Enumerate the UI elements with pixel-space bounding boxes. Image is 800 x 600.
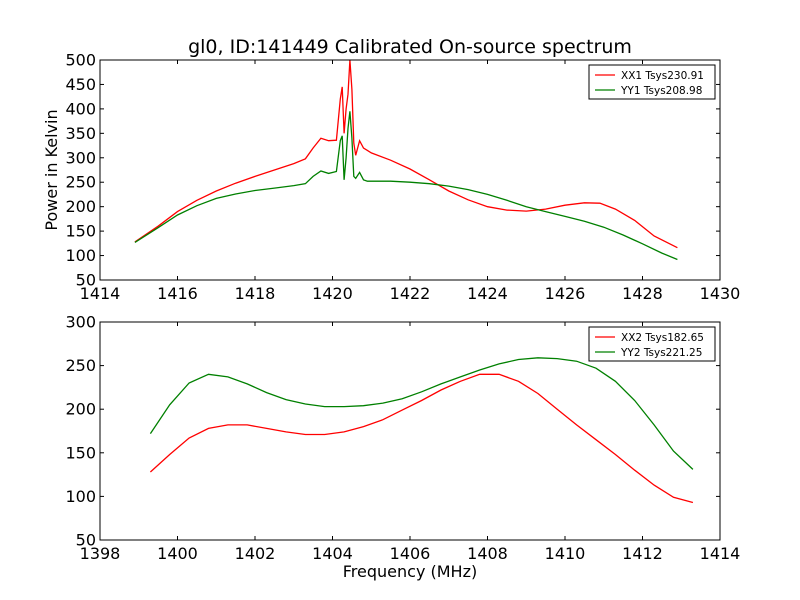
top-series-line-yy1 xyxy=(134,111,678,261)
bottom-x-tick-label: 1400 xyxy=(157,544,198,563)
top-y-tick-label: 350 xyxy=(65,124,96,143)
top-y-tick-label: 150 xyxy=(65,222,96,241)
bottom-y-tick-label: 250 xyxy=(65,356,96,375)
bottom-y-tick-label: 100 xyxy=(65,487,96,506)
bottom-x-tick-label: 1408 xyxy=(467,544,508,563)
bottom-panel: Frequency (MHz) 1398 1400 1402 1404 1406 1408… xyxy=(65,313,740,582)
bottom-y-tick-label: 50 xyxy=(76,531,96,550)
bottom-x-tick-label: 1398 xyxy=(80,544,121,563)
bottom-x-tick-label: 1404 xyxy=(312,544,353,563)
top-y-tick-label: 400 xyxy=(65,99,96,118)
bottom-x-tick-label: 1412 xyxy=(622,544,663,563)
bottom-y-tick-label: 300 xyxy=(65,313,96,332)
bottom-x-tick-label: 1402 xyxy=(235,544,276,563)
top-y-tick-label: 100 xyxy=(65,246,96,265)
top-legend-box xyxy=(588,64,716,100)
top-y-axis-label: Power in Kelvin xyxy=(42,109,61,230)
top-panel: Power in Kelvin 1414 1416 1418 1420 1422 1424… xyxy=(42,51,740,304)
top-x-tick-label: 1426 xyxy=(545,284,586,303)
top-x-tick-label: 1418 xyxy=(235,284,276,303)
bottom-y-tick-label: 200 xyxy=(65,400,96,419)
top-x-tick-label: 1424 xyxy=(467,284,508,303)
chart-title: gl0, ID:141449 Calibrated On-source spec… xyxy=(188,36,632,58)
bottom-series-line-xx2 xyxy=(149,373,694,504)
bottom-legend-label-xx2: XX2 Tsys182.65 xyxy=(621,332,704,344)
top-y-tick-label: 250 xyxy=(65,173,96,192)
top-y-tick-label: 200 xyxy=(65,197,96,216)
bottom-series-line-yy2 xyxy=(149,357,694,470)
top-series-line-xx1 xyxy=(134,60,678,249)
bottom-x-tick-label: 1410 xyxy=(545,544,586,563)
top-y-tick-label: 500 xyxy=(65,51,96,70)
top-x-tick-label: 1430 xyxy=(700,284,741,303)
top-x-tick-label: 1414 xyxy=(80,284,121,303)
top-legend-label-yy1: YY1 Tsys208.98 xyxy=(620,85,702,97)
bottom-x-tick-label: 1414 xyxy=(700,544,741,563)
top-y-tick-label: 300 xyxy=(65,148,96,167)
bottom-x-axis-label: Frequency (MHz) xyxy=(343,562,477,581)
top-legend-label-xx1: XX1 Tsys230.91 xyxy=(621,70,704,82)
bottom-legend-label-yy2: YY2 Tsys221.25 xyxy=(620,347,702,359)
top-x-tick-label: 1422 xyxy=(390,284,431,303)
top-x-tick-label: 1420 xyxy=(312,284,353,303)
bottom-y-tick-label: 150 xyxy=(65,443,96,462)
top-y-tick-label: 450 xyxy=(65,75,96,94)
top-y-tick-label: 50 xyxy=(76,271,96,290)
top-x-tick-label: 1416 xyxy=(157,284,198,303)
bottom-x-tick-label: 1406 xyxy=(390,544,431,563)
top-x-tick-label: 1428 xyxy=(622,284,663,303)
bottom-legend-box xyxy=(588,326,716,362)
